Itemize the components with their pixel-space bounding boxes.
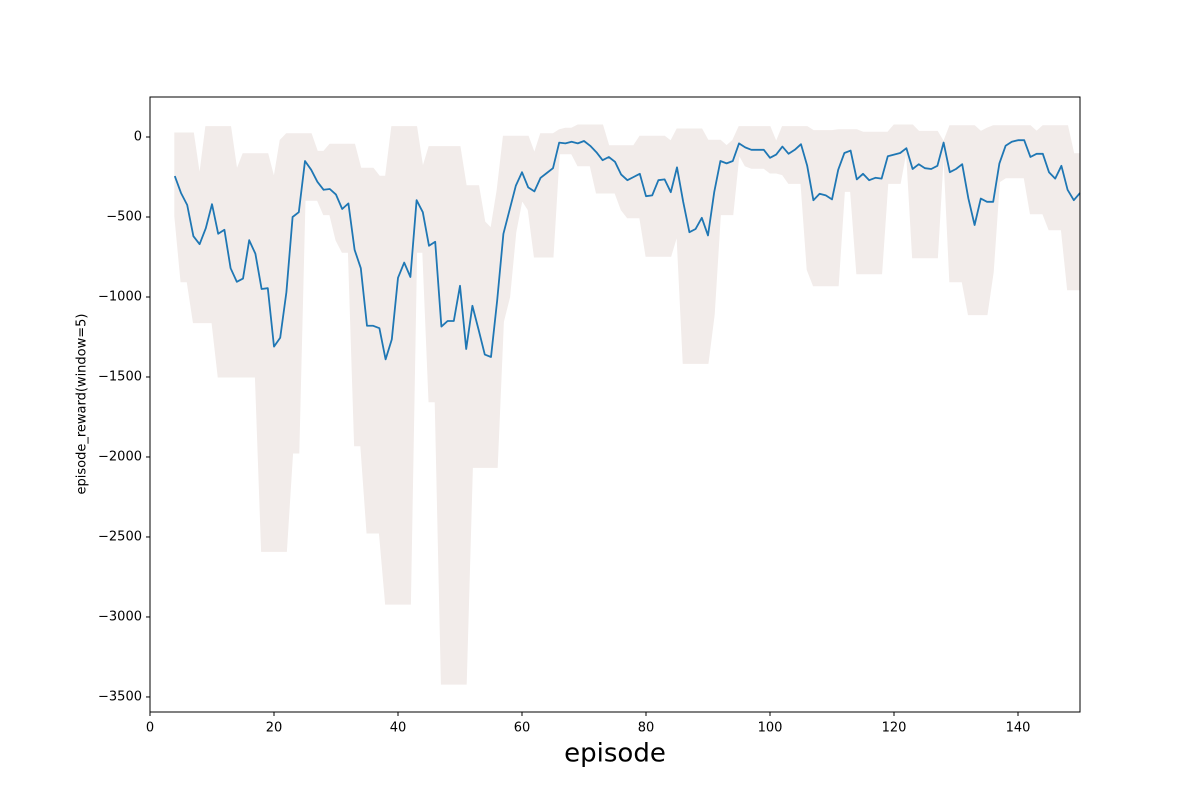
x-axis-label: episode <box>564 739 666 769</box>
y-tick-label: −1500 <box>98 369 142 384</box>
y-tick-label: −3000 <box>98 609 142 624</box>
x-tick-label: 20 <box>266 721 283 736</box>
y-tick-label: −1000 <box>98 289 142 304</box>
band <box>174 124 1081 685</box>
x-tick-label: 120 <box>882 721 907 736</box>
x-tick-label: 100 <box>758 721 783 736</box>
x-tick-label: 80 <box>638 721 655 736</box>
x-tick-label: 60 <box>514 721 531 736</box>
plot-frame <box>149 96 1081 713</box>
x-tick-label: 40 <box>390 721 407 736</box>
y-tick-label: −2500 <box>98 529 142 544</box>
x-tick-label: 0 <box>146 721 154 736</box>
x-tick-label: 140 <box>1006 721 1031 736</box>
y-axis-label: episode_reward(window=5) <box>75 314 90 495</box>
y-tick-label: −500 <box>106 209 142 224</box>
y-tick-label: 0 <box>134 129 142 144</box>
y-tick-label: −3500 <box>98 689 142 704</box>
y-tick-label: −2000 <box>98 449 142 464</box>
line <box>173 139 1081 361</box>
